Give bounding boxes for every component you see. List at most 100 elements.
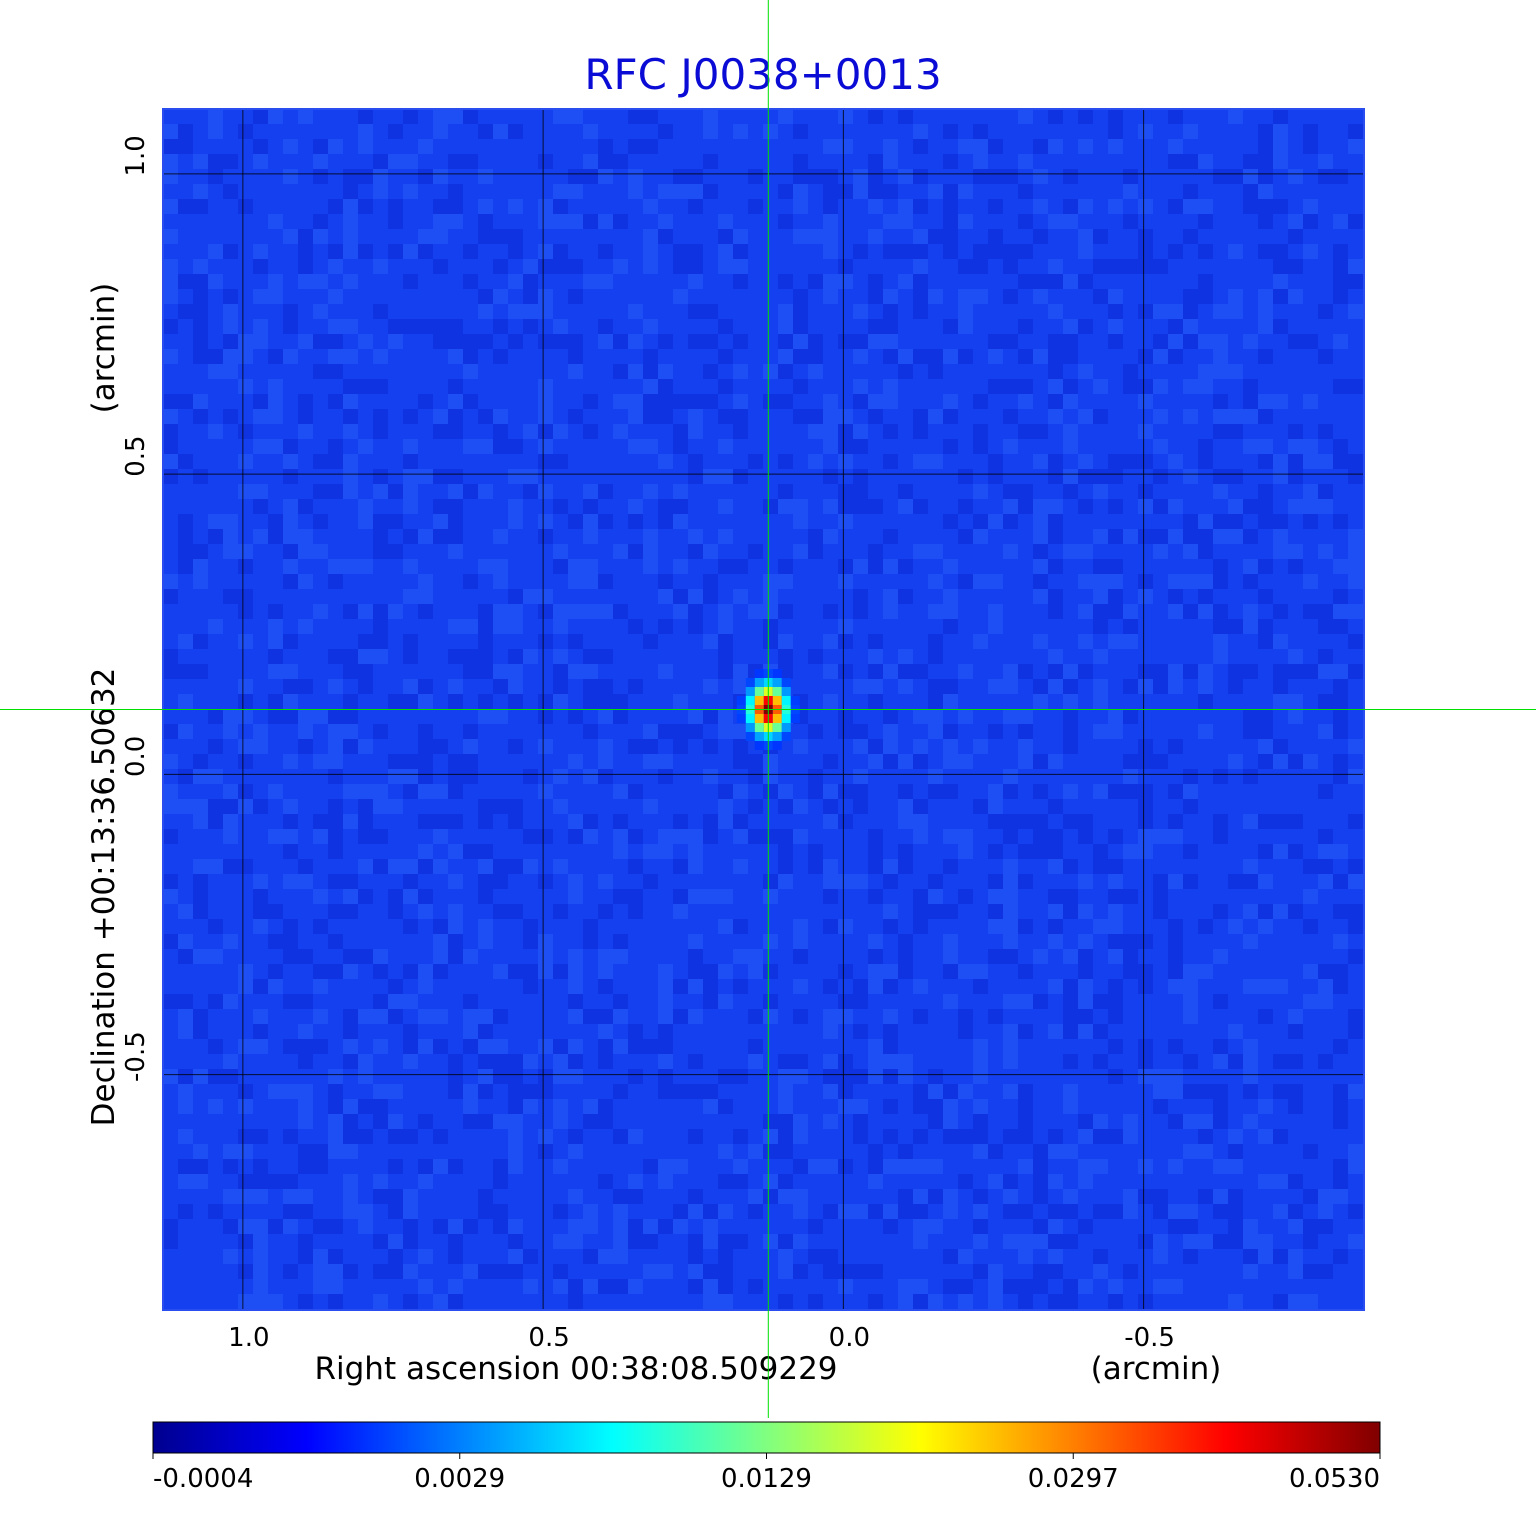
noise-pixel (1318, 424, 1333, 439)
noise-pixel (508, 1219, 523, 1234)
noise-pixel (1003, 664, 1018, 679)
noise-pixel (463, 274, 478, 289)
noise-pixel (313, 1219, 328, 1234)
noise-pixel (718, 349, 733, 364)
noise-pixel (1138, 964, 1153, 979)
noise-pixel (1123, 619, 1138, 634)
noise-pixel (688, 1234, 703, 1249)
noise-pixel (493, 1114, 508, 1129)
noise-pixel (508, 274, 523, 289)
noise-pixel (1018, 499, 1033, 514)
noise-pixel (673, 424, 688, 439)
noise-pixel (1288, 1024, 1303, 1039)
noise-pixel (448, 919, 463, 934)
noise-pixel (1348, 604, 1363, 619)
noise-pixel (1348, 379, 1363, 394)
noise-pixel (823, 664, 838, 679)
noise-pixel (1033, 349, 1048, 364)
noise-pixel (898, 1189, 913, 1204)
noise-pixel (913, 169, 928, 184)
noise-pixel (178, 664, 193, 679)
noise-pixel (1093, 484, 1108, 499)
noise-pixel (823, 859, 838, 874)
noise-pixel (1168, 1069, 1183, 1084)
noise-pixel (928, 1099, 943, 1114)
noise-pixel (643, 739, 658, 754)
noise-pixel (478, 844, 493, 859)
noise-pixel (1198, 289, 1213, 304)
noise-pixel (1258, 124, 1273, 139)
noise-pixel (583, 1219, 598, 1234)
noise-pixel (1018, 664, 1033, 679)
noise-pixel (1288, 1264, 1303, 1279)
noise-pixel (883, 1009, 898, 1024)
noise-pixel (703, 469, 718, 484)
noise-pixel (1018, 1294, 1033, 1309)
source-pixel (781, 732, 791, 741)
noise-pixel (913, 274, 928, 289)
noise-pixel (778, 1234, 793, 1249)
noise-pixel (268, 829, 283, 844)
noise-pixel (478, 484, 493, 499)
noise-pixel (538, 214, 553, 229)
noise-pixel (178, 934, 193, 949)
noise-pixel (538, 634, 553, 649)
noise-pixel (793, 1129, 808, 1144)
noise-pixel (433, 499, 448, 514)
noise-pixel (403, 694, 418, 709)
noise-pixel (898, 1279, 913, 1294)
noise-pixel (943, 739, 958, 754)
noise-pixel (1243, 979, 1258, 994)
noise-pixel (1348, 1009, 1363, 1024)
noise-pixel (403, 994, 418, 1009)
noise-pixel (343, 964, 358, 979)
noise-pixel (1033, 289, 1048, 304)
noise-pixel (1213, 469, 1228, 484)
noise-pixel (748, 949, 763, 964)
noise-pixel (793, 1009, 808, 1024)
noise-pixel (1258, 244, 1273, 259)
noise-pixel (1348, 1084, 1363, 1099)
noise-pixel (163, 409, 178, 424)
noise-pixel (1123, 784, 1138, 799)
noise-pixel (193, 544, 208, 559)
noise-pixel (1303, 1234, 1318, 1249)
noise-pixel (943, 184, 958, 199)
noise-pixel (1273, 289, 1288, 304)
noise-pixel (403, 274, 418, 289)
noise-pixel (1363, 889, 1364, 904)
noise-pixel (688, 1009, 703, 1024)
noise-pixel (673, 289, 688, 304)
noise-pixel (853, 1129, 868, 1144)
noise-pixel (1168, 784, 1183, 799)
noise-pixel (943, 559, 958, 574)
noise-pixel (763, 889, 778, 904)
noise-pixel (973, 124, 988, 139)
noise-pixel (988, 814, 1003, 829)
noise-pixel (1258, 724, 1273, 739)
noise-pixel (583, 154, 598, 169)
noise-pixel (1333, 709, 1348, 724)
noise-pixel (703, 739, 718, 754)
noise-pixel (1363, 874, 1364, 889)
noise-pixel (1213, 604, 1228, 619)
noise-pixel (1108, 499, 1123, 514)
noise-pixel (1078, 469, 1093, 484)
noise-pixel (238, 799, 253, 814)
noise-pixel (283, 709, 298, 724)
noise-pixel (943, 679, 958, 694)
noise-pixel (1078, 274, 1093, 289)
noise-pixel (493, 349, 508, 364)
noise-pixel (1333, 754, 1348, 769)
noise-pixel (673, 1009, 688, 1024)
noise-pixel (433, 949, 448, 964)
noise-pixel (868, 634, 883, 649)
noise-pixel (523, 1099, 538, 1114)
noise-pixel (1198, 1189, 1213, 1204)
noise-pixel (1363, 469, 1364, 484)
noise-pixel (883, 604, 898, 619)
noise-pixel (1273, 1084, 1288, 1099)
noise-pixel (1033, 679, 1048, 694)
noise-pixel (328, 1249, 343, 1264)
noise-pixel (613, 1204, 628, 1219)
